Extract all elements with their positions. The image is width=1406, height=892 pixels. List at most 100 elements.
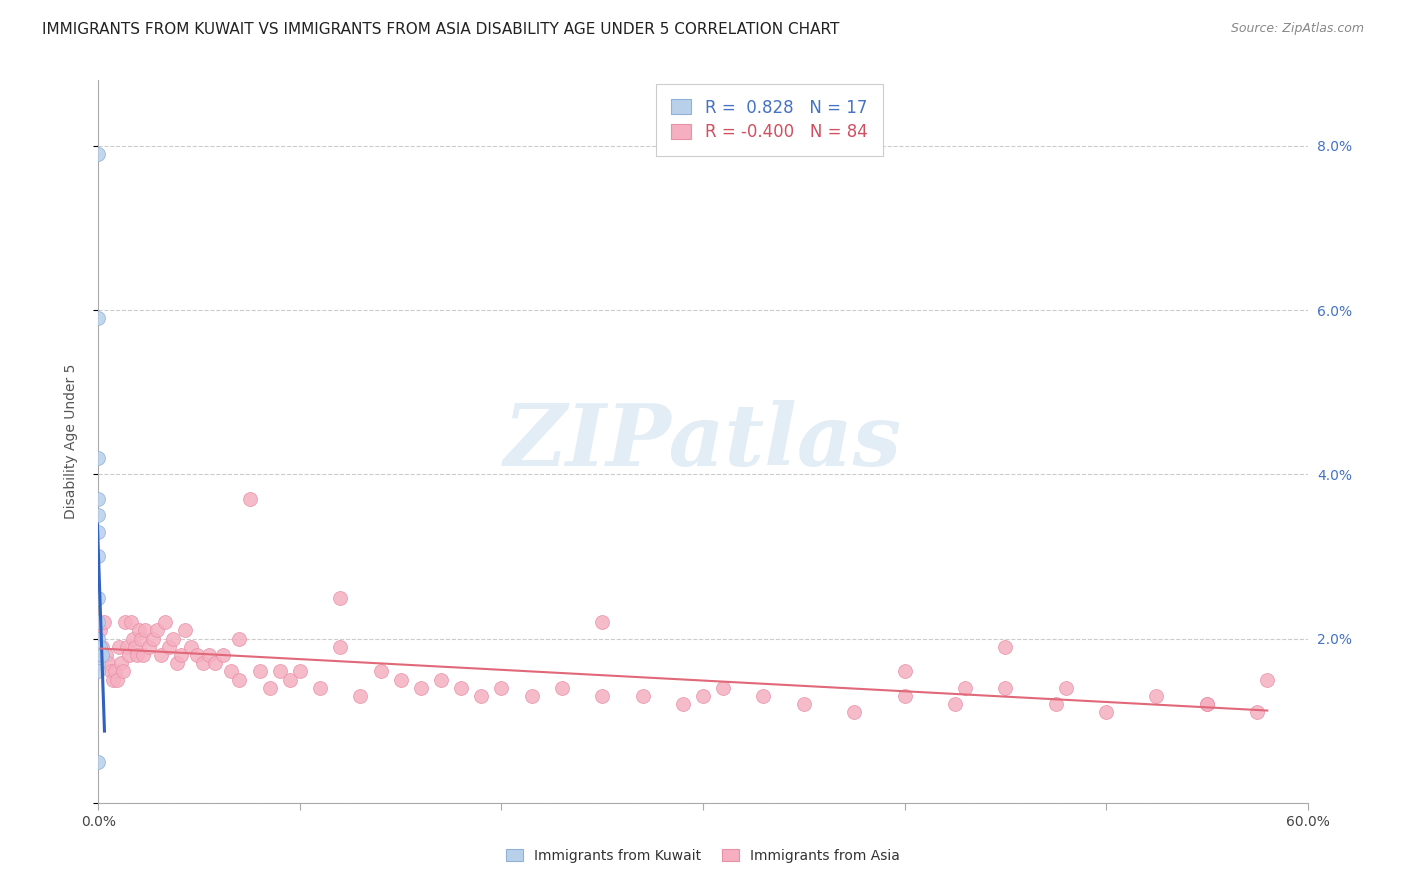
Point [893, 689, 915, 703]
Point [107, 640, 129, 654]
Point [370, 665, 392, 679]
Point [893, 665, 915, 679]
Point [752, 689, 775, 703]
Point [204, 657, 226, 671]
Point [166, 657, 188, 671]
Point [170, 648, 193, 662]
Point [125, 648, 148, 662]
Point [793, 698, 815, 712]
Point [470, 689, 492, 703]
Point [212, 648, 235, 662]
Point [1246, 706, 1268, 720]
Point [491, 681, 513, 695]
Point [93, 615, 115, 630]
Text: Source: ZipAtlas.com: Source: ZipAtlas.com [1230, 22, 1364, 36]
Point [692, 689, 714, 703]
Point [221, 665, 243, 679]
Point [430, 673, 453, 687]
Point [87, 147, 110, 161]
Point [120, 615, 142, 630]
Point [239, 491, 262, 506]
Point [309, 681, 332, 695]
Point [87, 648, 110, 662]
Point [409, 681, 432, 695]
Point [994, 640, 1017, 654]
Point [87, 549, 110, 564]
Point [329, 591, 352, 605]
Point [129, 632, 152, 646]
Point [591, 615, 613, 630]
Point [87, 508, 110, 523]
Point [162, 632, 184, 646]
Point [174, 624, 197, 638]
Point [551, 681, 574, 695]
Point [87, 755, 110, 769]
Point [631, 689, 654, 703]
Point [1095, 706, 1118, 720]
Point [198, 648, 221, 662]
Point [87, 524, 110, 539]
Point [118, 648, 141, 662]
Point [87, 615, 110, 630]
Point [153, 615, 176, 630]
Point [278, 673, 301, 687]
Point [1195, 698, 1218, 712]
Point [105, 673, 128, 687]
Point [269, 665, 291, 679]
Point [844, 706, 866, 720]
Point [103, 665, 125, 679]
Point [1045, 698, 1067, 712]
Point [101, 673, 124, 687]
Point [146, 624, 169, 638]
Point [228, 673, 250, 687]
Point [132, 648, 155, 662]
Point [193, 657, 215, 671]
Point [89, 640, 111, 654]
Point [87, 665, 110, 679]
Point [87, 632, 110, 646]
Point [329, 640, 352, 654]
Point [91, 640, 114, 654]
Y-axis label: Disability Age Under 5: Disability Age Under 5 [63, 364, 77, 519]
Point [87, 657, 110, 671]
Point [349, 689, 371, 703]
Point [115, 640, 138, 654]
Point [87, 311, 110, 326]
Point [1146, 689, 1168, 703]
Point [87, 450, 110, 465]
Point [228, 632, 250, 646]
Point [89, 624, 111, 638]
Point [128, 624, 150, 638]
Point [994, 681, 1017, 695]
Point [87, 491, 110, 506]
Point [288, 665, 311, 679]
Point [142, 632, 165, 646]
Point [87, 591, 110, 605]
Point [1256, 673, 1278, 687]
Point [249, 665, 271, 679]
Point [96, 648, 118, 662]
Point [520, 689, 543, 703]
Point [87, 640, 110, 654]
Point [1054, 681, 1077, 695]
Point [134, 624, 156, 638]
Point [124, 640, 146, 654]
Text: IMMIGRANTS FROM KUWAIT VS IMMIGRANTS FROM ASIA DISABILITY AGE UNDER 5 CORRELATIO: IMMIGRANTS FROM KUWAIT VS IMMIGRANTS FRO… [42, 22, 839, 37]
Point [110, 657, 132, 671]
Point [97, 657, 120, 671]
Point [91, 648, 114, 662]
Legend: Immigrants from Kuwait, Immigrants from Asia: Immigrants from Kuwait, Immigrants from … [501, 843, 905, 868]
Point [180, 640, 202, 654]
Point [149, 648, 172, 662]
Point [100, 665, 122, 679]
Point [114, 615, 136, 630]
Point [711, 681, 734, 695]
Point [138, 640, 160, 654]
Point [259, 681, 281, 695]
Point [157, 640, 180, 654]
Point [111, 665, 134, 679]
Text: ZIPatlas: ZIPatlas [503, 400, 903, 483]
Point [953, 681, 976, 695]
Point [672, 698, 695, 712]
Point [1195, 698, 1218, 712]
